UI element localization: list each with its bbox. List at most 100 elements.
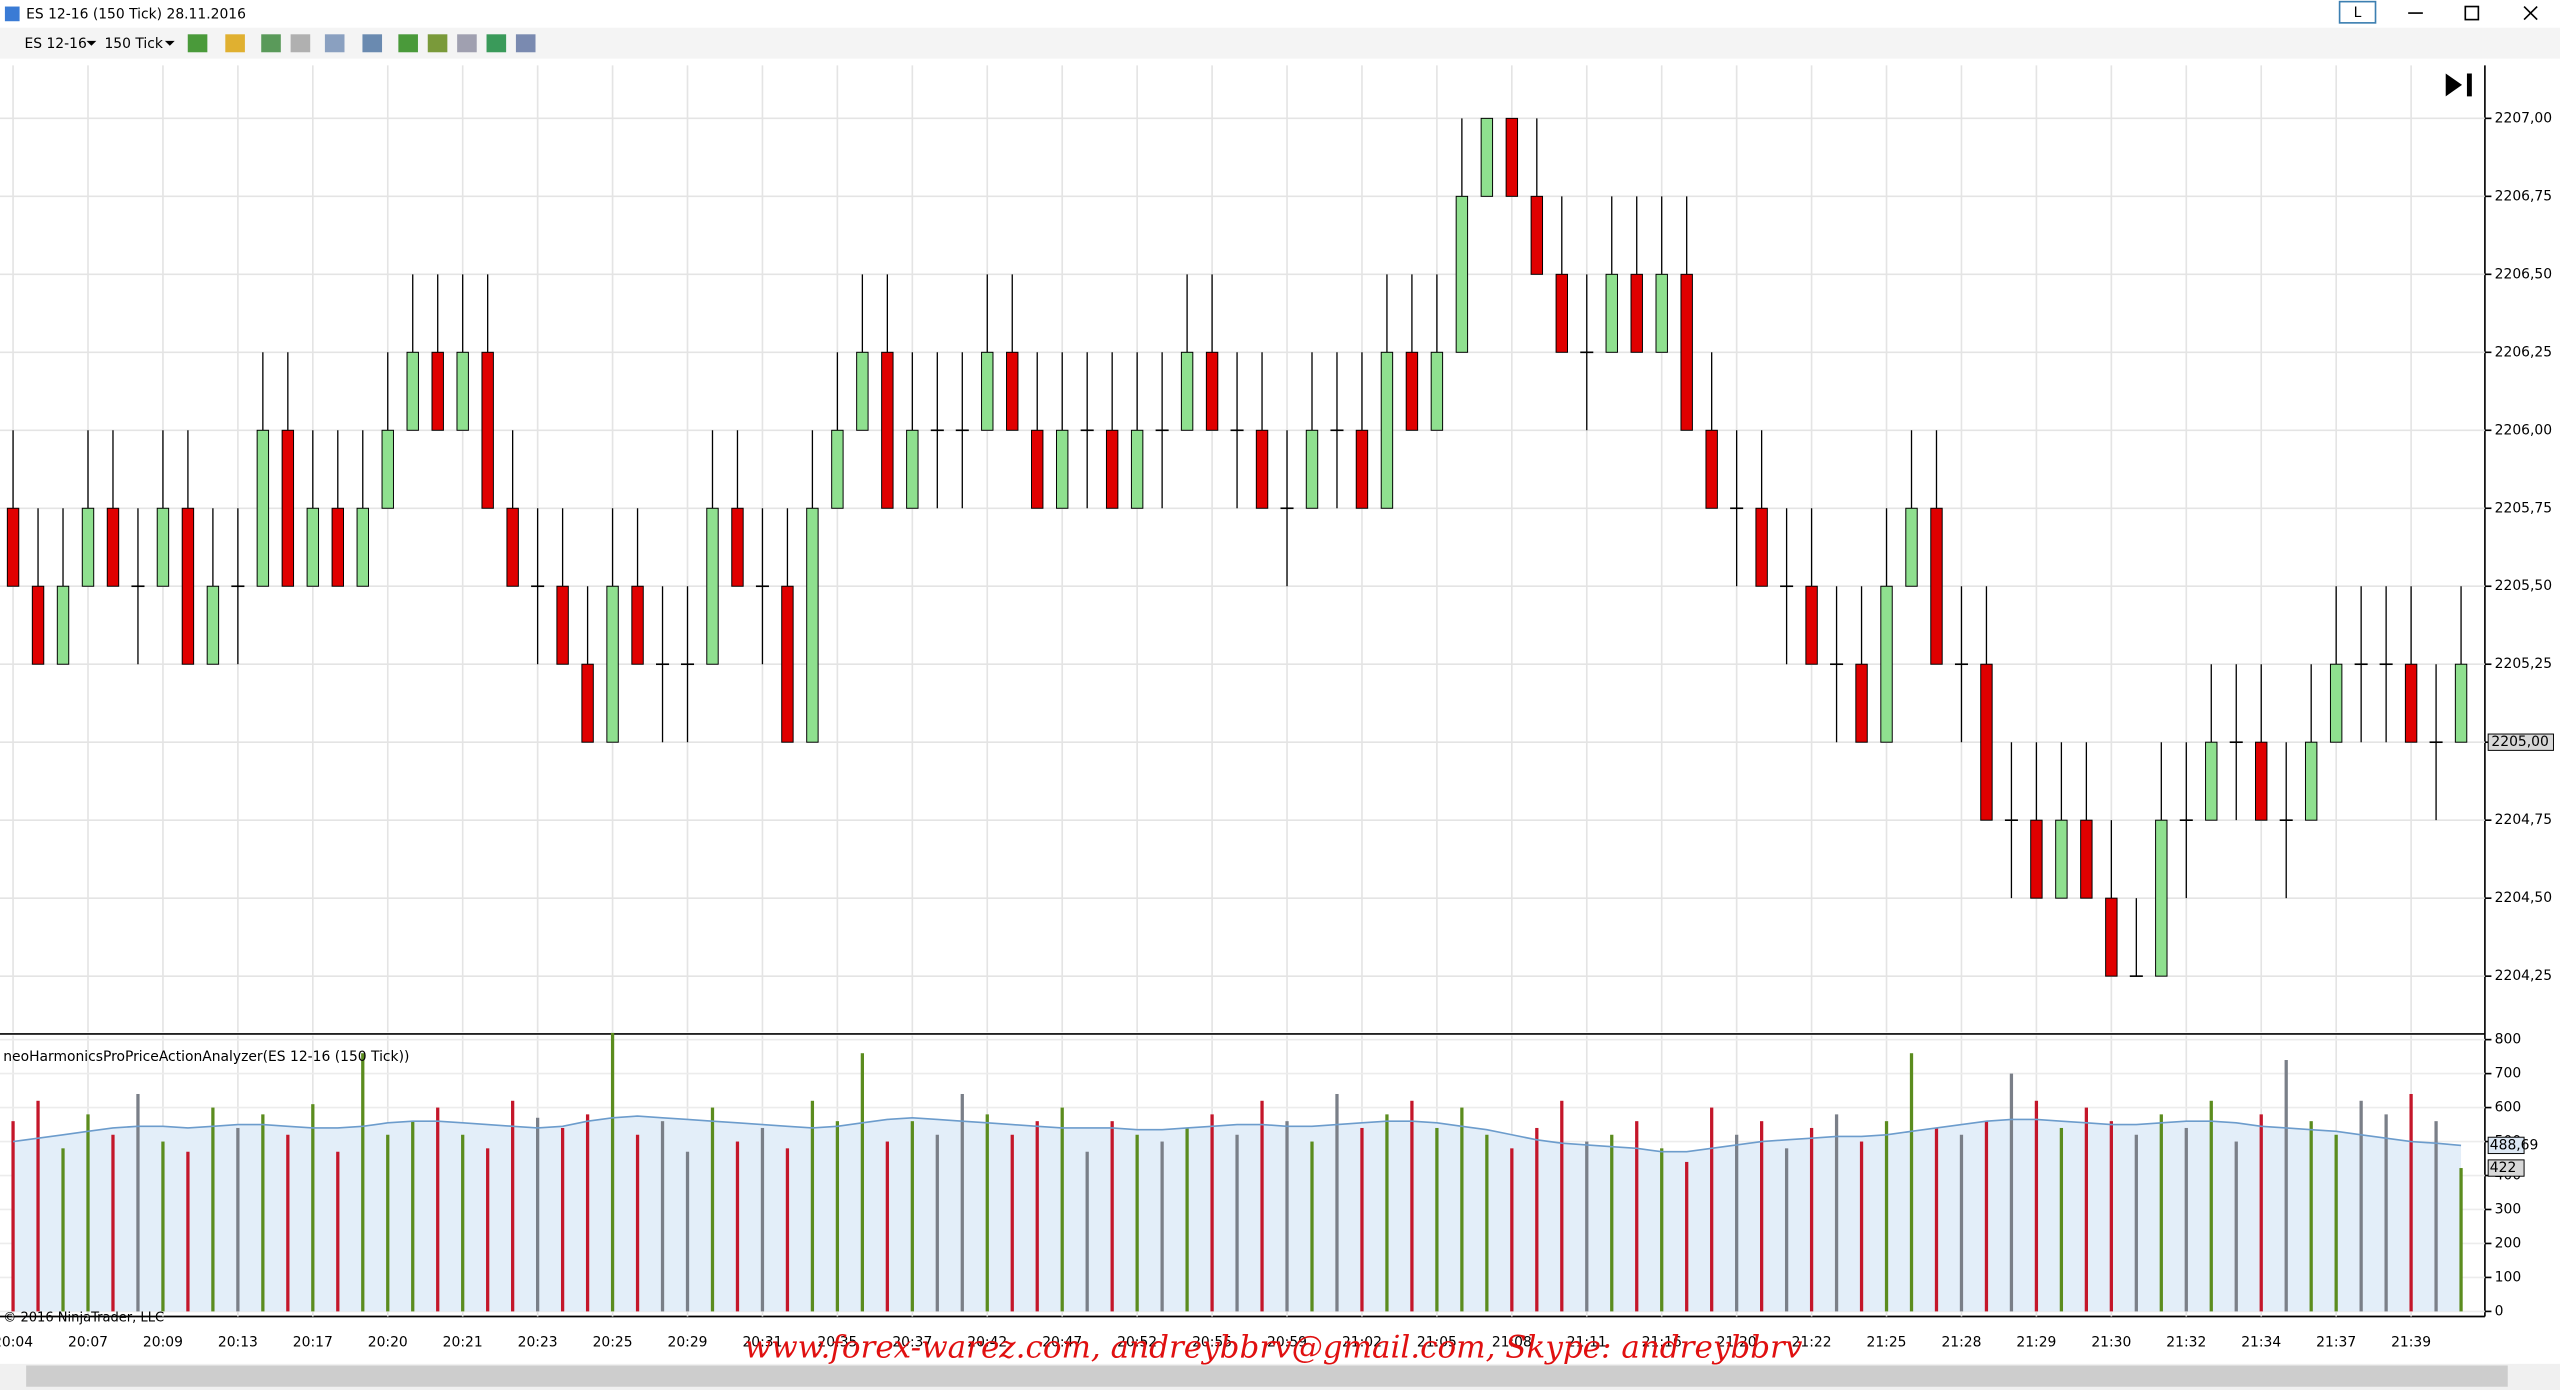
y-tick-label: 2204,75 xyxy=(2495,812,2552,828)
candle-body xyxy=(1405,351,1419,431)
data-box-icon[interactable] xyxy=(398,34,418,53)
window-title: ES 12-16 (150 Tick) 28.11.2016 xyxy=(26,7,246,23)
instrument-selector[interactable]: ES 12-16 xyxy=(24,36,86,52)
scroll-end-button[interactable] xyxy=(2445,73,2472,97)
candle-body xyxy=(781,585,794,743)
volume-bar xyxy=(1335,1093,1339,1312)
plot-layer: 20:04 20:07 20:09 20:13 20:17 20:20 20:21 20:23… xyxy=(0,65,2554,1351)
volume-bar xyxy=(2184,1127,2188,1312)
volume-bar xyxy=(585,1114,590,1312)
maximize-button[interactable] xyxy=(2464,5,2480,21)
candle-body xyxy=(581,663,594,743)
volume-bar xyxy=(1410,1100,1414,1312)
volume-bar xyxy=(236,1127,240,1312)
volume-bar xyxy=(1710,1107,1714,1312)
candle-body xyxy=(856,351,869,431)
y-tick-label: 300 xyxy=(2495,1201,2521,1217)
y-tick-label: 2205,25 xyxy=(2495,656,2552,672)
y-tick-label: 2206,50 xyxy=(2495,266,2552,282)
volume-bar xyxy=(2159,1114,2163,1312)
x-tick-label: 21:25 xyxy=(1867,1335,1907,1351)
dropdown-arrow[interactable] xyxy=(86,40,97,46)
volume-bar xyxy=(2084,1107,2088,1312)
candle-body xyxy=(1180,351,1194,431)
window-icon[interactable] xyxy=(515,34,536,53)
x-tick-label: 21:34 xyxy=(2241,1335,2281,1351)
candle-body xyxy=(881,351,894,509)
candle-body xyxy=(1205,351,1219,431)
scroll-thumb[interactable] xyxy=(26,1365,2508,1387)
x-tick-label: 21:37 xyxy=(2316,1335,2356,1351)
candle-body xyxy=(206,585,220,665)
zoom-icon[interactable] xyxy=(324,34,345,53)
x-tick-label: 20:55 xyxy=(1192,1335,1232,1351)
volume-bar xyxy=(610,1032,615,1312)
candle-body xyxy=(2030,819,2043,899)
volume-bar xyxy=(1460,1107,1464,1312)
candle-body xyxy=(406,351,419,431)
volume-bar xyxy=(1760,1121,1764,1312)
trade-icon[interactable] xyxy=(486,34,507,53)
candle-body xyxy=(831,429,844,509)
candle-body xyxy=(1505,117,1519,197)
volume-bar xyxy=(985,1114,989,1312)
dropdown-arrow[interactable] xyxy=(164,40,175,46)
indicator-icon[interactable] xyxy=(261,34,281,53)
interval-selector[interactable]: 150 Tick xyxy=(104,36,162,52)
x-tick-label: 20:17 xyxy=(293,1335,333,1351)
x-tick-label: 21:20 xyxy=(1717,1335,1757,1351)
volume-bar xyxy=(860,1053,864,1312)
toolbar-icons[interactable] xyxy=(187,34,536,53)
x-tick-label: 20:47 xyxy=(1042,1335,1082,1351)
candle-body xyxy=(481,351,494,509)
x-tick-label: 21:05 xyxy=(1417,1335,1457,1351)
y-tick-label: 2205,75 xyxy=(2495,500,2552,516)
properties-icon[interactable] xyxy=(427,34,448,53)
x-tick-label: 20:23 xyxy=(518,1335,558,1351)
last-value-box xyxy=(2487,733,2554,751)
volume-bar xyxy=(1735,1134,1739,1312)
candle-body xyxy=(356,507,369,587)
candle-body xyxy=(1805,585,1818,665)
candle-body xyxy=(256,429,270,587)
volume-bar xyxy=(935,1134,939,1312)
y-tick-label: 600 xyxy=(2495,1100,2521,1116)
volume-bar xyxy=(1685,1161,1689,1312)
volume-bar xyxy=(710,1107,715,1312)
strategy-icon[interactable] xyxy=(290,34,311,53)
candle-body xyxy=(2205,741,2218,821)
search-icon[interactable] xyxy=(362,34,383,53)
l-button-label[interactable]: L xyxy=(2354,5,2362,21)
y-tick-label: 2204,50 xyxy=(2495,890,2552,906)
template-icon[interactable] xyxy=(457,34,477,53)
volume-bar xyxy=(461,1134,465,1312)
volume-bar xyxy=(835,1121,840,1312)
x-tick-label: 21:02 xyxy=(1342,1335,1382,1351)
x-tick-label: 20:29 xyxy=(668,1335,708,1351)
chart-style-icon[interactable] xyxy=(187,34,208,53)
candle-body xyxy=(306,507,320,587)
average-line xyxy=(12,1115,2462,1153)
candle-body xyxy=(606,585,619,743)
volume-bar xyxy=(910,1121,914,1312)
candle-body xyxy=(1680,273,1693,431)
volume-bar xyxy=(560,1127,565,1312)
volume-bar xyxy=(2459,1168,2463,1312)
x-tick-label: 21:08 xyxy=(1492,1335,1532,1351)
draw-icon[interactable] xyxy=(225,34,245,53)
close-button[interactable] xyxy=(2523,5,2538,21)
y-tick-label: 2205,50 xyxy=(2495,578,2552,594)
x-tick-label: 20:20 xyxy=(368,1335,408,1351)
x-tick-label: 20:07 xyxy=(68,1335,108,1351)
x-tick-label: 20:52 xyxy=(1117,1335,1157,1351)
volume-bar xyxy=(336,1151,340,1312)
candle-body xyxy=(1530,195,1544,275)
y-tick-label: 2207,00 xyxy=(2495,110,2552,126)
volume-bar xyxy=(735,1141,740,1312)
volume-bar xyxy=(635,1134,640,1312)
candle-body xyxy=(1755,507,1768,587)
volume-bar xyxy=(1784,1148,1789,1312)
l-button[interactable] xyxy=(2338,0,2377,24)
